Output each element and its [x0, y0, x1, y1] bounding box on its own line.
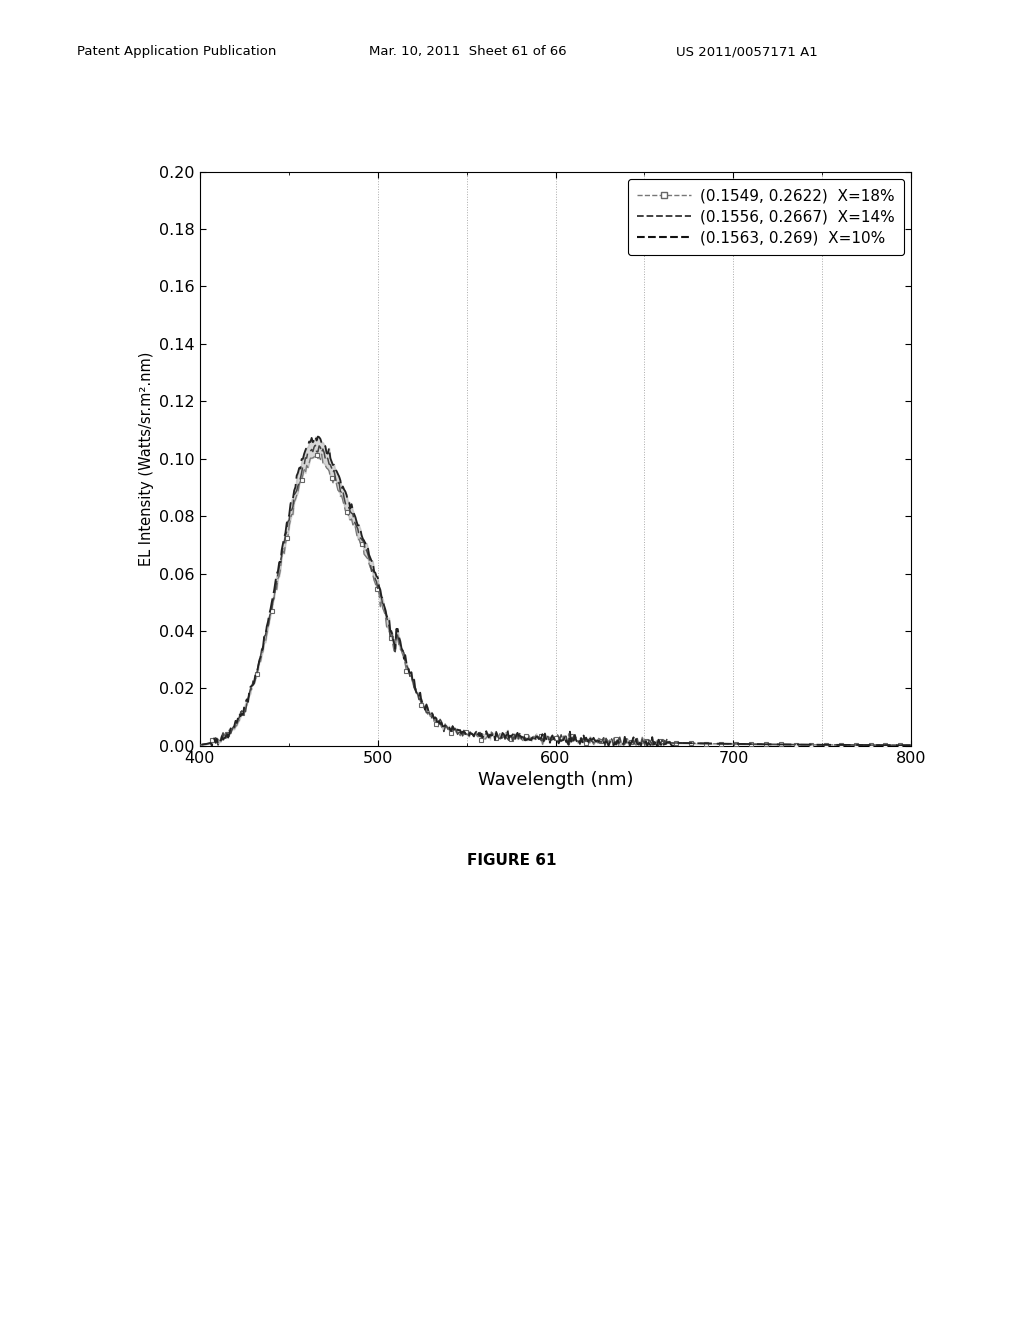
Text: US 2011/0057171 A1: US 2011/0057171 A1 — [676, 45, 817, 58]
Text: FIGURE 61: FIGURE 61 — [467, 853, 557, 867]
X-axis label: Wavelength (nm): Wavelength (nm) — [478, 771, 633, 789]
Y-axis label: EL Intensity (Watts/sr.m².nm): EL Intensity (Watts/sr.m².nm) — [138, 351, 154, 566]
Legend: (0.1549, 0.2622)  X=18%, (0.1556, 0.2667)  X=14%, (0.1563, 0.269)  X=10%: (0.1549, 0.2622) X=18%, (0.1556, 0.2667)… — [628, 180, 904, 255]
Text: Mar. 10, 2011  Sheet 61 of 66: Mar. 10, 2011 Sheet 61 of 66 — [369, 45, 566, 58]
Text: Patent Application Publication: Patent Application Publication — [77, 45, 276, 58]
